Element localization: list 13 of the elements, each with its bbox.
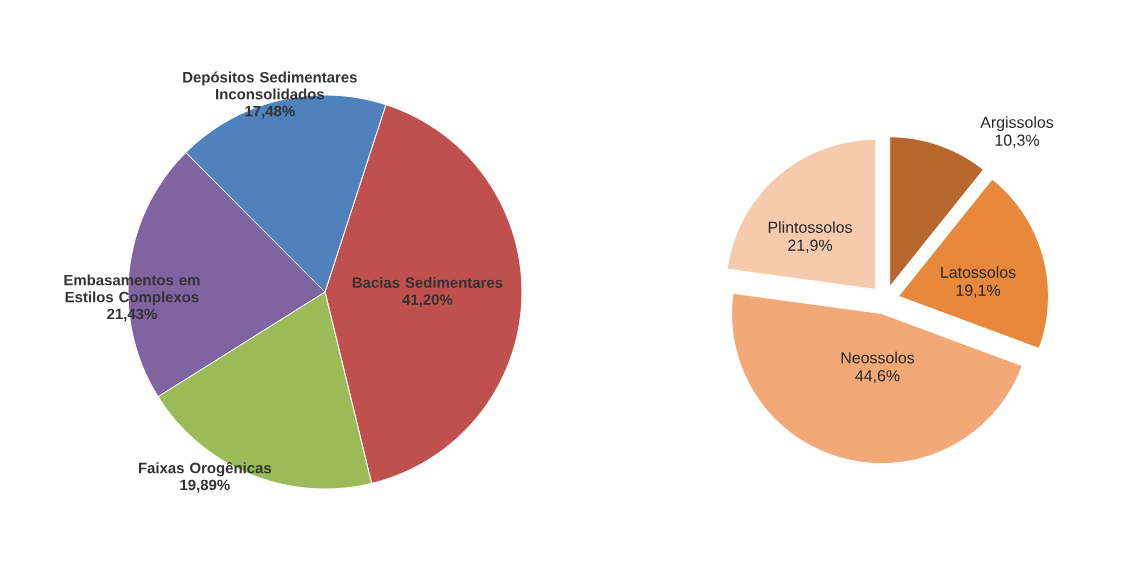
slice-label: Argissolos [980, 116, 1054, 132]
slice-label: Plintossolos [768, 221, 852, 233]
data-label: 19,89% [180, 479, 230, 493]
slice-label: Bacias Sedimentares [352, 276, 503, 288]
data-label: 19,1% [956, 284, 1001, 298]
data-label: 44,6% [855, 370, 900, 384]
data-label: 21,9% [788, 239, 833, 253]
data-label: 10,3% [995, 134, 1040, 148]
data-label: 41,20% [402, 294, 453, 308]
data-label: 17,48% [245, 105, 295, 119]
slice-label: Depósitos Sedimentares Inconsolidados [183, 71, 357, 100]
slice-label: Latossolos [941, 266, 1016, 278]
slice-label: Neossolos [841, 351, 915, 364]
